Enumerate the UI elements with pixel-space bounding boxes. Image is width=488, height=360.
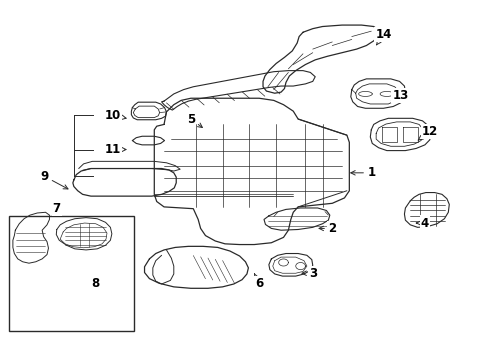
Text: 3: 3 — [302, 267, 316, 280]
Text: 10: 10 — [104, 109, 126, 122]
Text: 1: 1 — [350, 166, 375, 179]
Text: 14: 14 — [374, 28, 391, 45]
Text: 2: 2 — [318, 222, 336, 235]
Text: 6: 6 — [254, 274, 263, 291]
Text: 8: 8 — [91, 278, 100, 291]
Bar — [9, 216, 134, 330]
Text: 4: 4 — [416, 216, 428, 230]
Text: 11: 11 — [104, 143, 126, 156]
Text: 9: 9 — [41, 170, 68, 189]
Text: 5: 5 — [186, 113, 202, 127]
Text: 13: 13 — [390, 89, 408, 102]
Text: 7: 7 — [53, 202, 61, 215]
Text: 12: 12 — [417, 125, 437, 140]
